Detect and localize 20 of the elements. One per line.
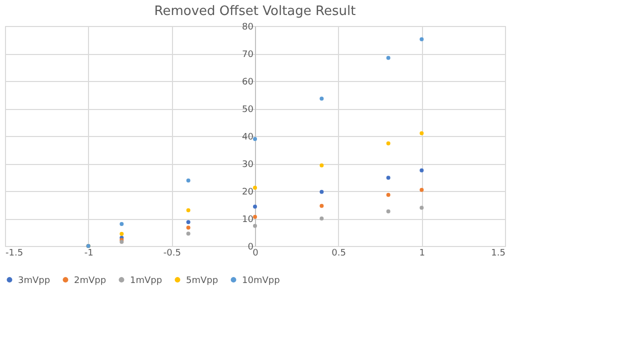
x-tick-label: -0.5 — [163, 248, 181, 258]
x-tick-label: 1.5 — [491, 248, 506, 258]
y-tick-label: 20 — [242, 188, 254, 198]
legend-label: 1mVpp — [130, 276, 162, 286]
legend-label: 10mVpp — [242, 276, 280, 286]
legend-label: 5mVpp — [186, 276, 218, 286]
y-tick-label: 80 — [242, 22, 254, 32]
x-tick-label: -1.5 — [6, 248, 24, 258]
x-tick-label: -1 — [84, 248, 94, 258]
x-tick-label: 0.5 — [332, 248, 346, 258]
y-tick-label: 10 — [242, 215, 254, 225]
y-tick-label: 30 — [242, 160, 254, 170]
chart-title: Removed Offset Voltage Result — [154, 4, 356, 19]
x-tick-label: 1 — [419, 248, 426, 258]
y-tick-label: 40 — [242, 132, 254, 142]
y-tick-label: 60 — [242, 78, 254, 88]
legend-label: 3mVpp — [18, 276, 50, 286]
y-tick-label: 50 — [242, 105, 254, 115]
legend-label: 2mVpp — [74, 276, 106, 286]
y-tick-label: 70 — [242, 50, 254, 60]
